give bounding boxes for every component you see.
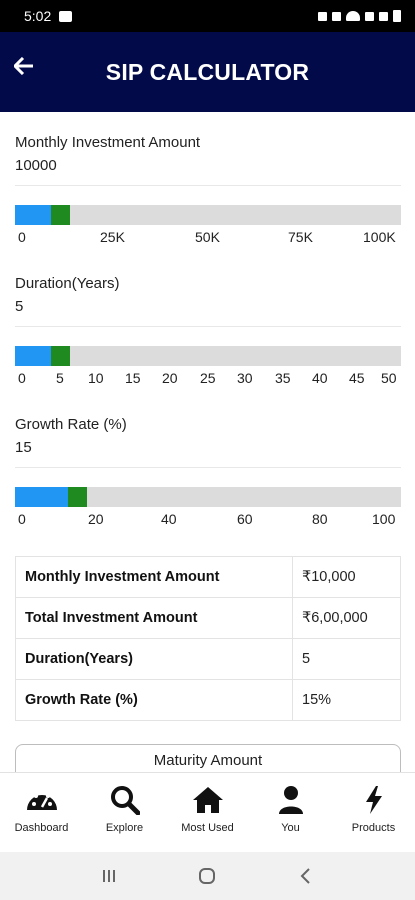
summary-label: Monthly Investment Amount [15,556,293,598]
home-button[interactable] [187,861,227,891]
system-nav-bar [0,852,415,900]
recents-button[interactable] [89,861,129,891]
monthly-investment-slider[interactable] [15,205,401,225]
nav-most-used[interactable]: Most Used [166,773,249,852]
alarm-icon [318,11,327,21]
summary-value: ₹6,00,000 [292,597,401,639]
slider-tick-label: 30 [237,370,253,386]
slider-tick-label: 35 [275,370,291,386]
slider-tick-label: 0 [18,511,26,527]
field-divider [15,326,401,327]
slider-tick-label: 40 [161,511,177,527]
slider-tick-label: 60 [237,511,253,527]
slider-thumb[interactable] [68,487,87,507]
page-title: SIP CALCULATOR [105,58,310,85]
slider-tick-label: 20 [162,370,178,386]
slider-tick-label: 40 [312,370,328,386]
slider-fill [15,346,51,366]
slider-tick-label: 100K [363,229,396,245]
duration-field[interactable]: Duration(Years) 5 [15,275,401,315]
duration-slider[interactable] [15,346,401,366]
table-row: Monthly Investment Amount ₹10,000 [15,556,401,598]
app-bar: SIP CALCULATOR [0,32,415,112]
nav-explore[interactable]: Explore [83,773,166,852]
slider-tick-label: 5 [56,370,64,386]
slider-tick-label: 0 [18,229,26,245]
home-icon [191,785,225,815]
system-back-button[interactable] [286,861,326,891]
status-bar: 5:02 [0,0,415,32]
maturity-amount-button[interactable]: Maturity Amount [15,744,401,772]
summary-label: Growth Rate (%) [15,679,293,721]
summary-label: Duration(Years) [15,638,293,680]
slider-tick-label: 50 [381,370,397,386]
field-divider [15,185,401,186]
slider-fill [15,487,68,507]
chevron-left-icon [300,868,310,884]
summary-value: 15% [292,679,401,721]
status-time: 5:02 [24,8,52,24]
field-label: Growth Rate (%) [15,416,127,433]
home-circle-icon [199,868,216,884]
field-label: Duration(Years) [15,275,120,292]
bolt-icon [357,785,391,815]
slider-tick-label: 45 [349,370,365,386]
wifi-icon [346,11,360,21]
search-icon [108,785,142,815]
summary-value: ₹10,000 [292,556,401,598]
nav-label: You [281,822,300,834]
mute-icon [332,11,341,21]
slider-tick-label: 25K [100,229,125,245]
field-value[interactable]: 10000 [15,157,57,174]
table-row: Growth Rate (%) 15% [15,679,401,721]
field-divider [15,467,401,468]
slider-thumb[interactable] [51,346,70,366]
slider-tick-label: 0 [18,370,26,386]
slider-tick-label: 10 [88,370,104,386]
nav-label: Dashboard [14,822,69,834]
summary-label: Total Investment Amount [15,597,293,639]
field-label: Monthly Investment Amount [15,134,201,151]
nav-products[interactable]: Products [332,773,415,852]
back-button[interactable] [10,52,38,80]
battery-icon [393,10,401,22]
slider-ticks: 0 25K 50K 75K 100K [15,229,405,247]
slider-tick-label: 50K [195,229,220,245]
recents-icon [103,870,116,882]
slider-ticks: 0 20 40 60 80 100 [15,511,405,529]
nav-label: Most Used [181,822,234,834]
nav-dashboard[interactable]: Dashboard [0,773,83,852]
nav-you[interactable]: You [249,773,332,852]
slider-tick-label: 75K [288,229,313,245]
slider-ticks: 0 5 10 15 20 25 30 35 40 45 50 [15,370,405,388]
signal-icon-2 [379,11,388,21]
dashboard-icon [25,785,59,815]
gallery-notification-icon [59,10,73,22]
slider-tick-label: 20 [88,511,104,527]
slider-thumb[interactable] [51,205,70,225]
nav-label: Products [351,822,396,834]
slider-tick-label: 100 [372,511,396,527]
signal-icon [365,11,374,21]
slider-tick-label: 80 [312,511,328,527]
slider-tick-label: 15 [125,370,141,386]
monthly-investment-field[interactable]: Monthly Investment Amount 10000 [15,134,401,174]
growth-rate-field[interactable]: Growth Rate (%) 15 [15,416,401,456]
growth-rate-slider[interactable] [15,487,401,507]
calculator-content: Monthly Investment Amount 10000 0 25K 50K 7… [0,112,415,772]
field-value[interactable]: 5 [15,298,24,315]
field-value[interactable]: 15 [15,439,32,456]
summary-value: 5 [292,638,401,680]
arrow-left-icon [14,57,33,75]
bottom-nav: Dashboard Explore Most Used You [0,772,415,852]
table-row: Duration(Years) 5 [15,638,401,680]
slider-fill [15,205,51,225]
summary-table: Monthly Investment Amount ₹10,000 Total … [15,556,401,721]
slider-tick-label: 25 [200,370,216,386]
nav-label: Explore [105,822,144,834]
user-icon [274,785,308,815]
table-row: Total Investment Amount ₹6,00,000 [15,597,401,639]
